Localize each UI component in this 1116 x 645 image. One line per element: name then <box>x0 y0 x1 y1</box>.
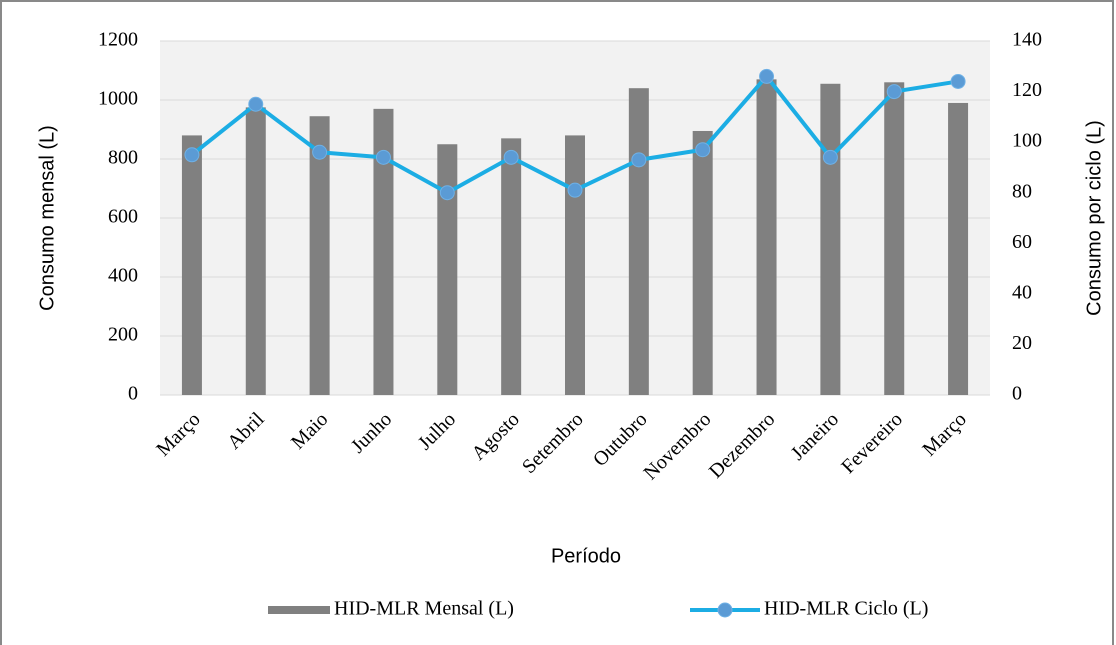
marker <box>567 182 583 198</box>
bar <box>820 83 841 396</box>
x-axis-title: Período <box>551 545 621 567</box>
x-tick-label: Setembro <box>518 408 588 478</box>
bar <box>309 116 330 395</box>
y-tick-label: 200 <box>108 324 138 346</box>
y-tick-label: 0 <box>128 383 138 405</box>
y2-tick-label: 40 <box>1012 281 1032 303</box>
bar <box>884 82 905 396</box>
marker <box>375 149 391 165</box>
marker <box>822 149 838 165</box>
y-tick-label: 400 <box>108 265 138 287</box>
marker <box>439 185 455 201</box>
x-tick-label: Dezembro <box>705 408 779 482</box>
legend-label: HID-MLR Mensal (L) <box>334 598 514 620</box>
marker <box>503 149 519 165</box>
bar <box>692 130 713 395</box>
marker <box>312 144 328 160</box>
y2-tick-label: 20 <box>1012 332 1032 354</box>
x-tick-label: Agosto <box>468 408 524 464</box>
bar <box>565 135 585 395</box>
marker <box>248 96 264 112</box>
bar <box>181 135 202 395</box>
y2-tick-label: 0 <box>1012 383 1022 405</box>
legend-label: HID-MLR Ciclo (L) <box>764 598 928 620</box>
marker <box>631 152 647 168</box>
y2-tick-label: 60 <box>1012 231 1032 253</box>
x-tick-label: Junho <box>347 408 396 457</box>
bar <box>628 88 649 395</box>
y2-tick-label: 80 <box>1012 180 1032 202</box>
marker <box>184 147 200 163</box>
x-tick-label: Novembro <box>639 408 715 484</box>
y-tick-label: 1000 <box>98 88 138 110</box>
y-tick-label: 1200 <box>98 29 138 51</box>
marker <box>759 68 775 84</box>
bar <box>756 79 777 395</box>
x-tick-label: Fevereiro <box>837 408 907 478</box>
x-tick-label: Julho <box>414 408 460 454</box>
y2-tick-label: 140 <box>1012 29 1042 51</box>
y2-tick-label: 100 <box>1012 130 1042 152</box>
legend-marker <box>717 602 733 618</box>
bar <box>437 144 458 395</box>
x-tick-label: Janeiro <box>787 408 843 464</box>
bar <box>501 138 522 395</box>
marker <box>695 142 711 158</box>
y2-axis-title: Consumo por ciclo (L) <box>1083 120 1105 316</box>
bar <box>245 107 266 395</box>
y-axis-title: Consumo mensal (L) <box>36 125 58 311</box>
x-tick-label: Março <box>152 408 204 460</box>
marker <box>950 73 966 89</box>
y2-tick-label: 120 <box>1012 79 1042 101</box>
x-tick-label: Outubro <box>589 408 652 471</box>
marker <box>886 84 902 100</box>
legend-swatch <box>268 606 330 614</box>
y-tick-label: 800 <box>108 147 138 169</box>
x-tick-label: Abril <box>223 408 269 454</box>
x-tick-label: Maio <box>287 408 332 453</box>
x-tick-label: Março <box>918 408 970 460</box>
bar <box>948 102 969 395</box>
y-tick-label: 600 <box>108 206 138 228</box>
bar <box>373 108 394 395</box>
